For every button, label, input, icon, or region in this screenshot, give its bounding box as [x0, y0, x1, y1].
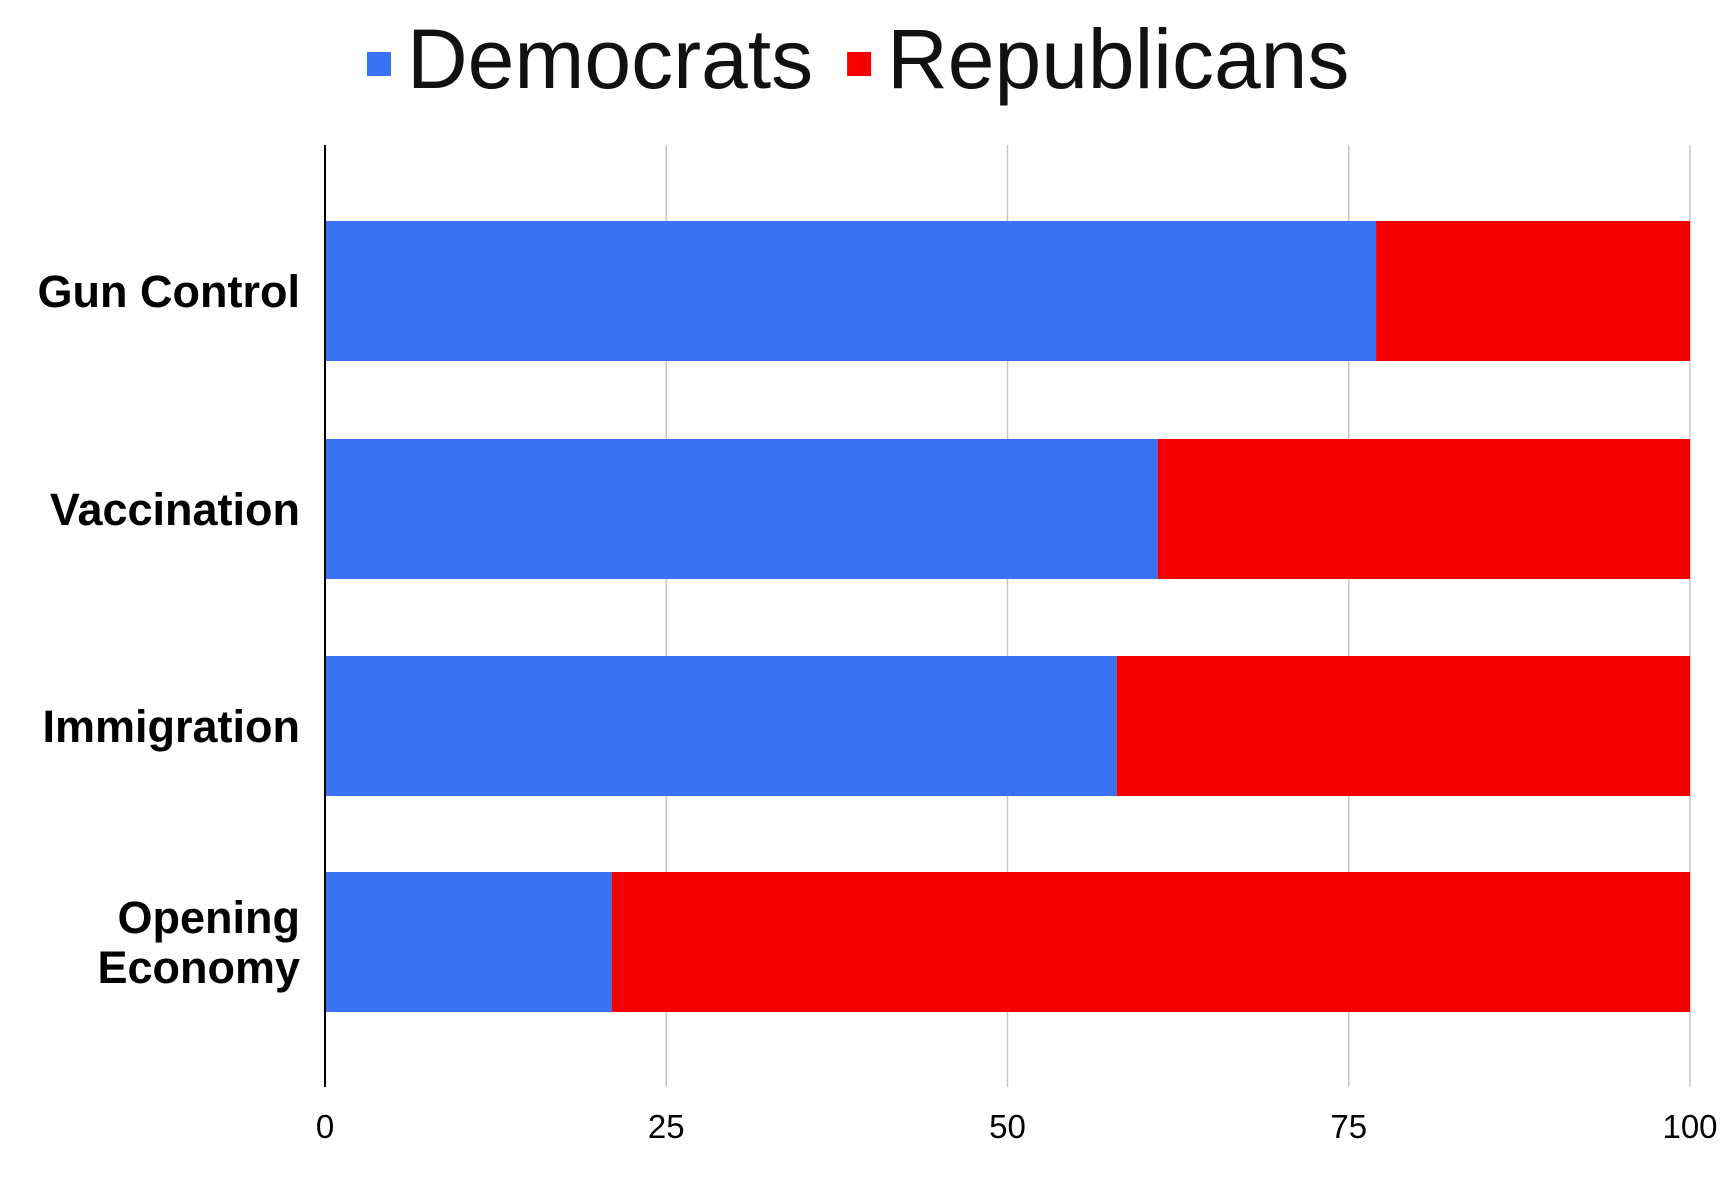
category-label-3: Opening Economy [97, 892, 300, 993]
category-label-line: Vaccination [50, 484, 300, 535]
legend-label-republicans: Republicans [887, 12, 1349, 106]
bar-republicans-2 [1116, 656, 1690, 796]
x-tick-label-25: 25 [648, 1108, 685, 1145]
x-tick-label-0: 0 [316, 1108, 334, 1145]
legend-swatch-democrats [367, 52, 391, 76]
bar-republicans-1 [1157, 439, 1690, 579]
legend: Democrats Republicans [367, 12, 1349, 106]
bars [325, 221, 1690, 1012]
category-label-1: Vaccination [50, 484, 300, 535]
category-label-line: Gun Control [38, 266, 300, 317]
category-labels: Gun Control Vaccination Immigration Opening… [38, 266, 300, 993]
x-tick-label-50: 50 [989, 1108, 1026, 1145]
x-tick-labels: 0 25 50 75 100 [316, 1108, 1718, 1145]
category-label-line: Opening [118, 892, 300, 943]
legend-label-democrats: Democrats [407, 12, 813, 106]
category-label-line: Immigration [42, 701, 300, 752]
bar-republicans-3 [611, 872, 1690, 1012]
bar-republicans-0 [1376, 221, 1690, 361]
x-tick-label-100: 100 [1662, 1108, 1717, 1145]
x-tick-label-75: 75 [1330, 1108, 1367, 1145]
legend-swatch-republicans [847, 52, 872, 76]
bar-democrats-2 [325, 656, 1117, 796]
category-label-0: Gun Control [38, 266, 300, 317]
bar-democrats-3 [325, 872, 612, 1012]
category-label-2: Immigration [42, 701, 300, 752]
bar-democrats-1 [325, 439, 1158, 579]
category-label-line: Economy [97, 942, 300, 993]
bar-democrats-0 [325, 221, 1377, 361]
